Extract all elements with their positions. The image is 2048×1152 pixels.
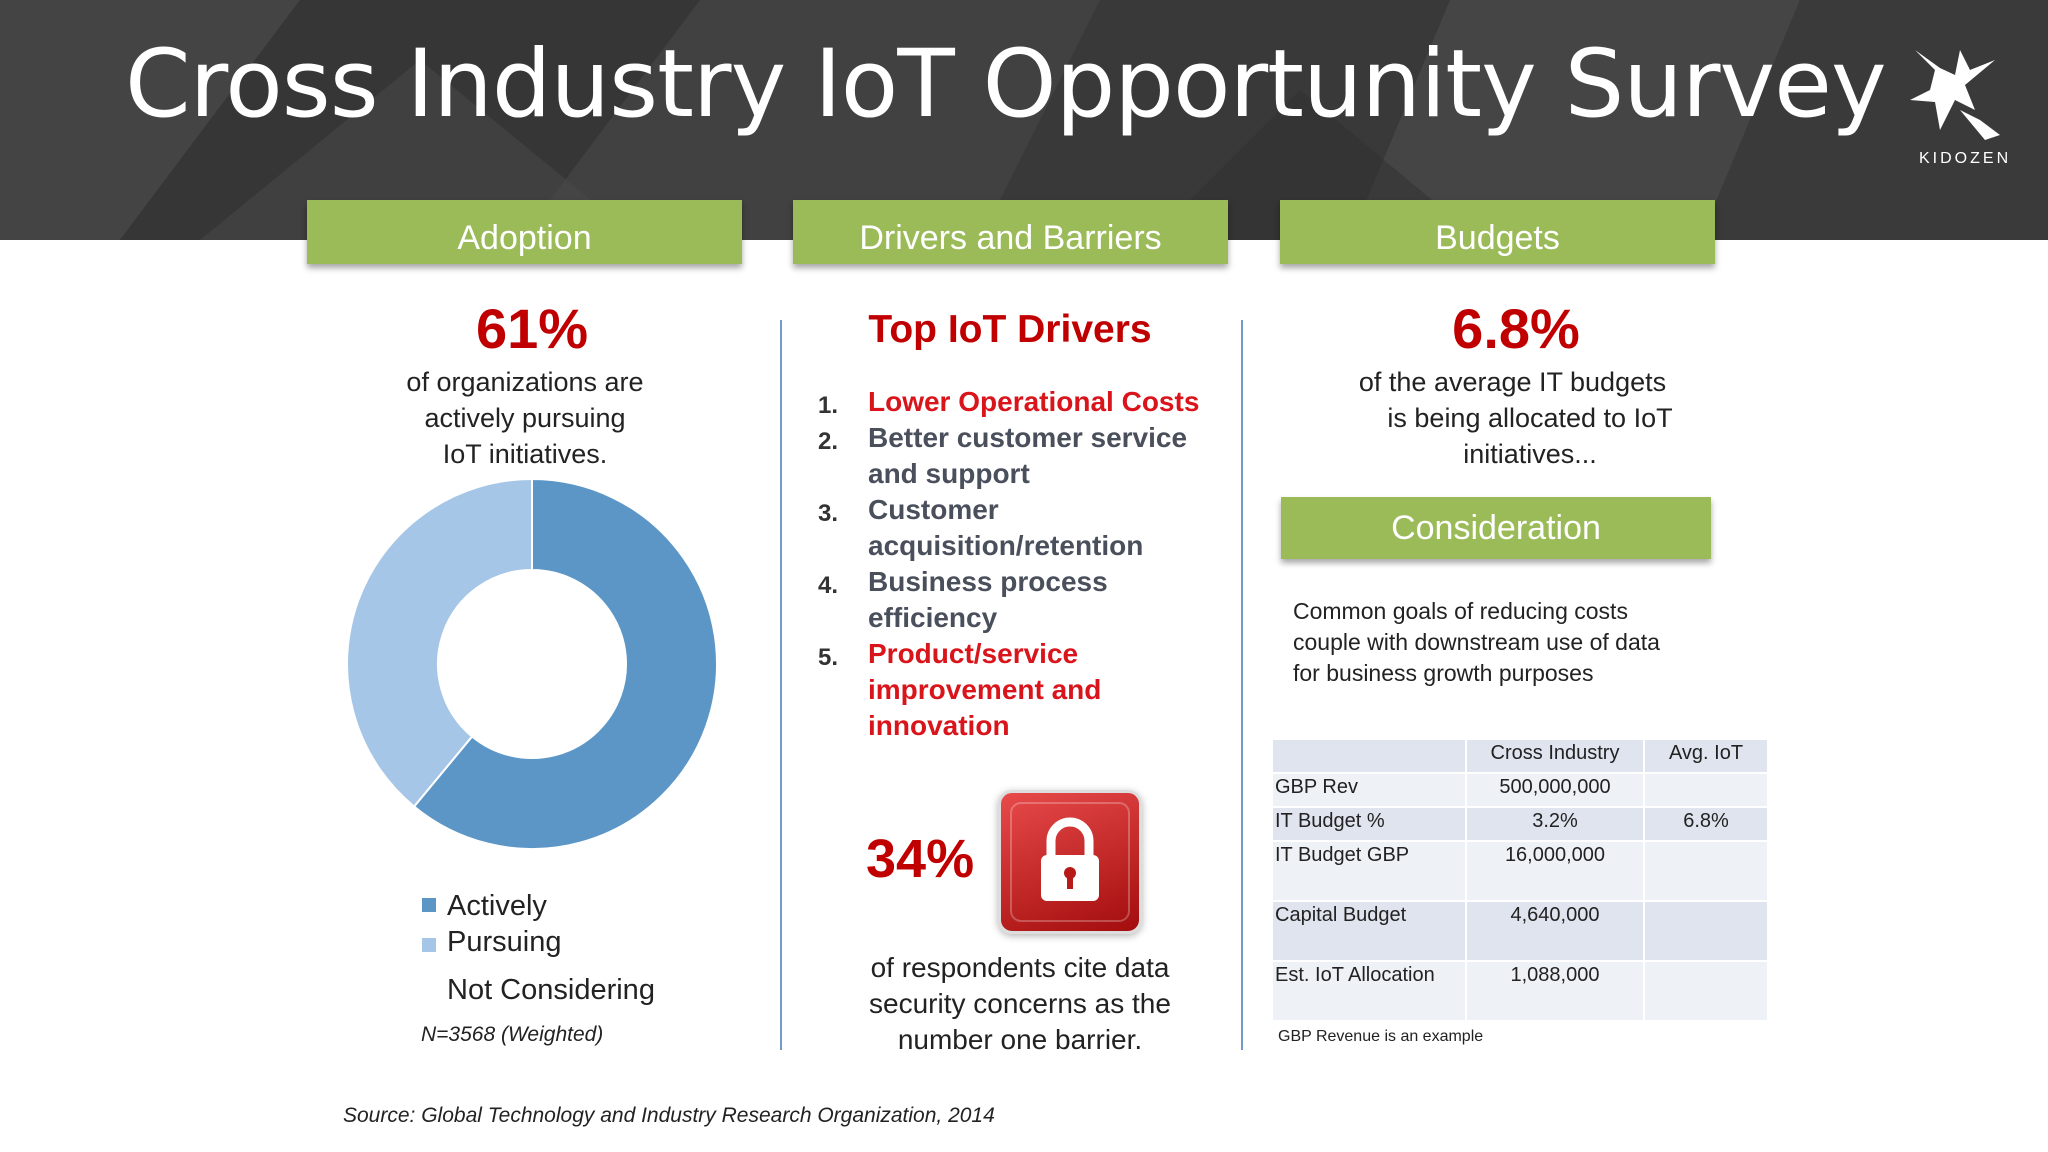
table-cell — [1643, 960, 1769, 1022]
driver-item: 4. Business process efficiency — [818, 564, 1218, 636]
driver-item: 1. Lower Operational Costs — [818, 384, 1218, 420]
table-cell — [1643, 840, 1769, 902]
table-cell — [1643, 772, 1769, 808]
legend-label: Not Considering — [447, 974, 655, 1006]
consideration-header: Consideration — [1281, 497, 1711, 559]
column-divider — [1241, 320, 1243, 1050]
table-header-cell: Avg. IoT — [1643, 738, 1769, 774]
driver-text: Business process — [868, 566, 1108, 597]
table-cell: 3.2% — [1465, 806, 1645, 842]
table-header-cell — [1271, 738, 1467, 774]
barrier-description-line: security concerns as the — [869, 988, 1171, 1019]
driver-item: 2. Better customer service and support — [818, 420, 1218, 492]
source-citation: Source: Global Technology and Industry R… — [343, 1104, 995, 1127]
driver-text: Customer — [868, 494, 999, 525]
driver-text: innovation — [868, 710, 1010, 741]
barrier-description: of respondents cite data security concer… — [840, 950, 1200, 1058]
table-cell: IT Budget % — [1271, 806, 1467, 842]
adoption-description-line: IoT initiatives. — [442, 439, 608, 469]
table-cell: 6.8% — [1643, 806, 1769, 842]
padlock-icon — [1010, 802, 1130, 922]
driver-text: Lower Operational Costs — [868, 386, 1200, 417]
consideration-line: for business growth purposes — [1293, 660, 1594, 686]
table-row: Capital Budget 4,640,000 — [1271, 900, 1769, 962]
driver-text: improvement and — [868, 674, 1102, 705]
table-cell: GBP Rev — [1271, 772, 1467, 808]
driver-item: 3. Customer acquisition/retention — [818, 492, 1218, 564]
adoption-description-line: of organizations are — [406, 367, 644, 397]
header-banner: Cross Industry IoT Opportunity Survey KI… — [0, 0, 2048, 240]
driver-text: acquisition/retention — [868, 530, 1144, 561]
table-header-cell: Cross Industry — [1465, 738, 1645, 774]
budget-table: Cross Industry Avg. IoT GBP Rev 500,000,… — [1271, 738, 1769, 1022]
adoption-description: of organizations are actively pursuing I… — [375, 364, 675, 472]
barrier-description-line: number one barrier. — [897, 1024, 1143, 1055]
table-cell: Est. IoT Allocation — [1271, 960, 1467, 1022]
driver-number: 1. — [818, 392, 839, 419]
donut-slice-actively-pursuing — [412, 477, 718, 850]
driver-number: 4. — [818, 572, 839, 599]
donut-slice-not-considering — [346, 477, 533, 808]
kidozen-logo-icon — [1910, 50, 2000, 140]
driver-text: Better customer service — [868, 422, 1188, 453]
consideration-line: couple with downstream use of data — [1293, 629, 1660, 655]
table-header-row: Cross Industry Avg. IoT — [1271, 738, 1769, 774]
budget-description-line: is being allocated to IoT — [1387, 403, 1673, 433]
driver-number: 3. — [818, 500, 839, 527]
budget-description-line: of the average IT budgets — [1358, 367, 1667, 397]
budget-description: of the average IT budgets is being alloc… — [1350, 364, 1710, 472]
logo-text: KIDOZEN — [1919, 150, 2012, 167]
tab-budgets: Budgets — [1280, 200, 1715, 264]
driver-text: efficiency — [868, 602, 998, 633]
security-lock-icon — [998, 790, 1142, 934]
drivers-title: Top IoT Drivers — [868, 308, 1152, 351]
driver-number: 2. — [818, 428, 839, 455]
legend-label: Actively — [447, 890, 547, 922]
driver-text: Product/service — [868, 638, 1079, 669]
tab-drivers-and-barriers: Drivers and Barriers — [793, 200, 1228, 264]
legend-swatch-dark — [422, 898, 436, 912]
barrier-stat: 34% — [866, 829, 975, 889]
adoption-donut-chart — [346, 477, 718, 850]
table-row: IT Budget GBP 16,000,000 — [1271, 840, 1769, 902]
page-title: Cross Industry IoT Opportunity Survey — [125, 30, 1887, 139]
table-cell: 16,000,000 — [1465, 840, 1645, 902]
table-cell: 4,640,000 — [1465, 900, 1645, 962]
table-cell: IT Budget GBP — [1271, 840, 1467, 902]
table-row: Est. IoT Allocation 1,088,000 — [1271, 960, 1769, 1022]
adoption-stat: 61% — [475, 297, 589, 360]
header-background-pattern — [0, 0, 2048, 240]
table-cell — [1643, 900, 1769, 962]
column-divider — [780, 320, 782, 1050]
consideration-line: Common goals of reducing costs — [1293, 598, 1628, 624]
barrier-description-line: of respondents cite data — [870, 952, 1170, 983]
adoption-description-line: actively pursuing — [424, 403, 626, 433]
driver-item: 5. Product/service improvement and innovati… — [818, 636, 1218, 744]
legend-label: Pursuing — [447, 926, 562, 958]
budget-footnote: GBP Revenue is an example — [1278, 1028, 1484, 1045]
consideration-text: Common goals of reducing costs couple wi… — [1293, 596, 1713, 689]
table-cell: 500,000,000 — [1465, 772, 1645, 808]
drivers-list: 1. Lower Operational Costs 2. Better custom… — [818, 384, 1218, 744]
table-cell: 1,088,000 — [1465, 960, 1645, 1022]
sample-size-note: N=3568 (Weighted) — [421, 1023, 604, 1046]
driver-text: and support — [868, 458, 1030, 489]
table-cell: Capital Budget — [1271, 900, 1467, 962]
table-row: IT Budget % 3.2% 6.8% — [1271, 806, 1769, 842]
driver-number: 5. — [818, 644, 839, 671]
budget-description-line: initiatives... — [1463, 439, 1597, 469]
legend-swatch-light — [422, 938, 436, 952]
table-row: GBP Rev 500,000,000 — [1271, 772, 1769, 808]
budget-stat: 6.8% — [1452, 297, 1580, 360]
tab-adoption: Adoption — [307, 200, 742, 264]
